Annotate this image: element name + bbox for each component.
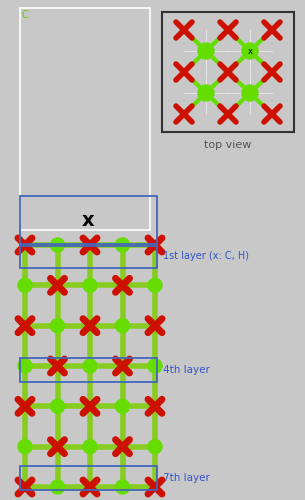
Text: C: C <box>22 10 29 20</box>
Text: 4th layer: 4th layer <box>163 365 210 375</box>
Text: 1st layer (x: C, H): 1st layer (x: C, H) <box>163 251 249 261</box>
Bar <box>162 12 294 132</box>
Circle shape <box>116 400 130 413</box>
Bar <box>20 466 157 490</box>
Text: x: x <box>82 212 94 231</box>
Circle shape <box>83 278 97 292</box>
Bar <box>20 8 150 230</box>
Circle shape <box>198 43 214 59</box>
Bar <box>20 358 157 382</box>
Circle shape <box>116 480 130 494</box>
Circle shape <box>51 318 64 332</box>
Circle shape <box>83 359 97 373</box>
Circle shape <box>148 278 162 292</box>
Circle shape <box>148 440 162 454</box>
Circle shape <box>18 359 32 373</box>
Circle shape <box>51 480 64 494</box>
Circle shape <box>18 440 32 454</box>
Circle shape <box>198 85 214 101</box>
Text: 7th layer: 7th layer <box>163 473 210 483</box>
Circle shape <box>51 400 64 413</box>
Circle shape <box>83 440 97 454</box>
Circle shape <box>116 238 130 252</box>
Circle shape <box>242 43 258 59</box>
Circle shape <box>18 278 32 292</box>
Circle shape <box>51 238 64 252</box>
Circle shape <box>116 318 130 332</box>
Text: top view: top view <box>204 140 252 150</box>
Circle shape <box>242 85 258 101</box>
Bar <box>20 196 157 246</box>
Text: x: x <box>247 46 253 56</box>
Circle shape <box>148 359 162 373</box>
Bar <box>20 244 157 268</box>
